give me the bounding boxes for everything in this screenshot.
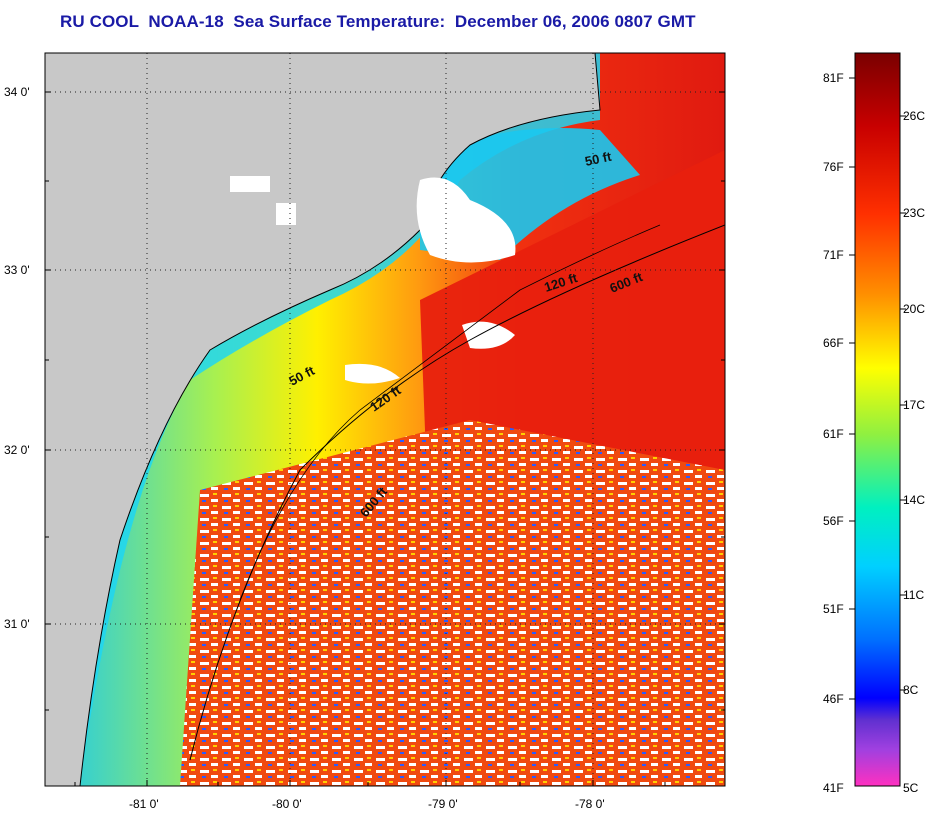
lon-label-78: -78 0'	[575, 797, 605, 811]
colorbar-label-76f: 76F	[823, 160, 844, 174]
lat-label-32: 32 0'	[4, 443, 30, 457]
lon-label-80: -80 0'	[272, 797, 302, 811]
colorbar-label-26c: 26C	[903, 109, 926, 123]
isobath-600ft	[189, 224, 725, 761]
colorbar-label-8c: 8C	[903, 683, 919, 697]
colorbar-ticks	[849, 77, 906, 700]
lat-label-31: 31 0'	[4, 617, 30, 631]
lat-label-34: 34 0'	[4, 85, 30, 99]
lon-label-79: -79 0'	[428, 797, 458, 811]
cloud-patch-offshore	[462, 321, 515, 349]
cloud-patch-shelf	[345, 363, 400, 384]
cloud-patch-inland-2	[276, 203, 296, 225]
lon-label-81: -81 0'	[129, 797, 159, 811]
colorbar-label-71f: 71F	[823, 248, 844, 262]
cloud-speckle-area	[180, 420, 725, 786]
colorbar-label-61f: 61F	[823, 427, 844, 441]
map-area	[45, 53, 725, 786]
land	[45, 53, 601, 786]
contour-label-50ft-north: 50 ft	[584, 149, 614, 169]
colorbar-label-66f: 66F	[823, 336, 844, 350]
colorbar-label-56f: 56F	[823, 514, 844, 528]
colorbar-label-11c: 11C	[903, 588, 925, 602]
colorbar-label-5c: 5C	[903, 781, 919, 795]
lat-label-33: 33 0'	[4, 263, 30, 277]
colorbar	[854, 52, 901, 787]
cloud-patch-bay	[416, 177, 516, 263]
colorbar-label-46f: 46F	[823, 692, 844, 706]
colorbar-label-17c: 17C	[903, 398, 926, 412]
map-title: RU COOL NOAA-18 Sea Surface Temperature:…	[60, 12, 696, 31]
axis-ticks	[45, 91, 725, 786]
isobath-120ft	[239, 224, 661, 601]
colorbar-label-14c: 14C	[903, 493, 926, 507]
graticule	[45, 53, 725, 786]
map-frame	[44, 52, 726, 787]
colorbar-label-41f: 41F	[823, 781, 844, 795]
colorbar-label-51f: 51F	[823, 602, 844, 616]
colorbar-label-81f: 81F	[823, 71, 844, 85]
cloud-patch-inland-1	[230, 176, 270, 192]
colorbar-label-23c: 23C	[903, 206, 926, 220]
colorbar-label-20c: 20C	[903, 302, 926, 316]
